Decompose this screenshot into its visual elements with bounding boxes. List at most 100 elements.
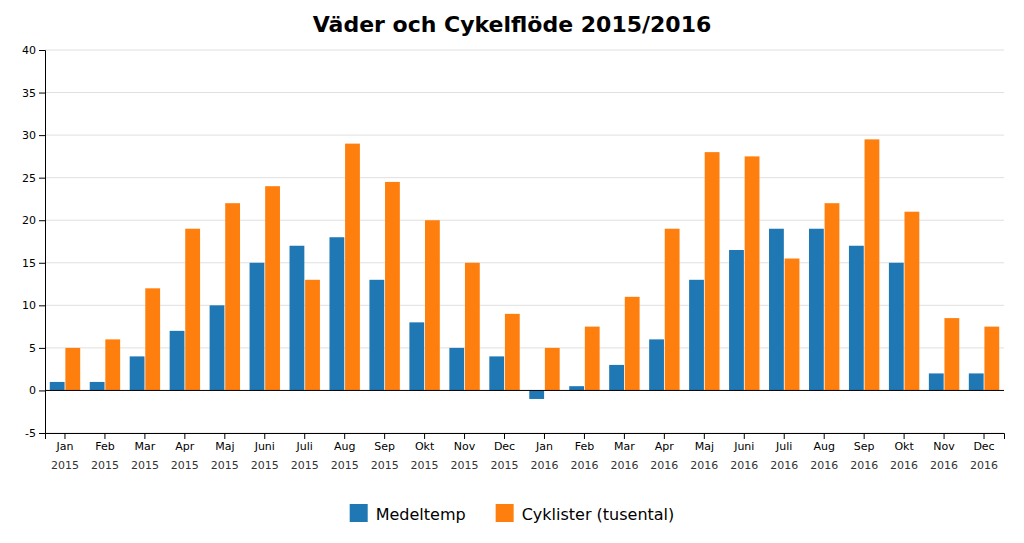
bar bbox=[305, 280, 320, 391]
bar bbox=[904, 212, 919, 391]
tick-label: Maj bbox=[215, 440, 234, 453]
tick-label: 10 bbox=[22, 299, 36, 312]
zero-line bbox=[45, 390, 1004, 391]
tick: Sep bbox=[854, 433, 875, 453]
tick-mark bbox=[504, 433, 505, 439]
tick: Juni bbox=[254, 433, 275, 453]
year-label: 2016 bbox=[850, 459, 878, 472]
tick: Jan bbox=[535, 433, 553, 453]
tick-label: 20 bbox=[22, 214, 36, 227]
tick-mark bbox=[184, 433, 185, 439]
tick-mark bbox=[39, 263, 45, 264]
tick-mark bbox=[224, 433, 225, 439]
tick: Feb bbox=[95, 433, 114, 453]
bar bbox=[809, 229, 824, 391]
tick-mark bbox=[39, 178, 45, 179]
grid bbox=[45, 50, 1004, 433]
tick-mark bbox=[944, 433, 945, 439]
bar bbox=[345, 144, 360, 391]
year-label: 2015 bbox=[251, 459, 279, 472]
tick-mark bbox=[304, 433, 305, 439]
tick-label: Dec bbox=[973, 440, 994, 453]
tick: Maj bbox=[695, 433, 714, 453]
bar bbox=[569, 386, 584, 390]
bar bbox=[785, 259, 800, 391]
tick: Maj bbox=[215, 433, 234, 453]
legend: MedeltempCyklister (tusental) bbox=[350, 504, 675, 524]
tick-label: 40 bbox=[22, 44, 36, 57]
bar bbox=[90, 382, 105, 391]
tick-mark bbox=[344, 433, 345, 439]
bar bbox=[465, 263, 480, 391]
bar bbox=[425, 220, 440, 390]
tick: Nov bbox=[933, 433, 955, 453]
tick: Aug bbox=[334, 433, 355, 453]
tick-label: Juli bbox=[296, 440, 313, 453]
tick: Juni bbox=[733, 433, 754, 453]
tick-label: Maj bbox=[695, 440, 714, 453]
tick: Dec bbox=[494, 433, 515, 453]
bar bbox=[865, 139, 880, 390]
tick-label: Juni bbox=[254, 440, 275, 453]
tick: Sep bbox=[374, 433, 395, 453]
grid-line bbox=[45, 50, 1004, 51]
tick-mark bbox=[624, 433, 625, 439]
bar bbox=[705, 152, 720, 390]
tick: Mar bbox=[135, 433, 156, 453]
tick-label: 30 bbox=[22, 129, 36, 142]
legend-label: Cyklister (tusental) bbox=[522, 505, 675, 524]
tick: 40 bbox=[22, 44, 45, 57]
tick: -5 bbox=[25, 427, 45, 440]
tick-label: Aug bbox=[334, 440, 355, 453]
year-label: 2016 bbox=[890, 459, 918, 472]
tick-label: Dec bbox=[494, 440, 515, 453]
bar bbox=[290, 246, 305, 391]
bar bbox=[265, 186, 280, 390]
tick-mark bbox=[39, 348, 45, 349]
bar bbox=[210, 305, 225, 390]
bar bbox=[825, 203, 840, 390]
tick-label: Feb bbox=[95, 440, 114, 453]
bar bbox=[329, 237, 344, 390]
tick: Nov bbox=[454, 433, 476, 453]
legend-swatch bbox=[350, 504, 368, 522]
bar bbox=[65, 348, 80, 391]
bar bbox=[984, 327, 999, 391]
bar bbox=[409, 322, 424, 390]
year-label: 2015 bbox=[51, 459, 79, 472]
tick: Feb bbox=[575, 433, 594, 453]
tick-mark bbox=[784, 433, 785, 439]
tick: Okt bbox=[894, 433, 914, 453]
tick: Juli bbox=[775, 433, 792, 453]
axis-line bbox=[39, 51, 46, 434]
bar bbox=[625, 297, 640, 391]
year-label: 2015 bbox=[91, 459, 119, 472]
bar bbox=[50, 382, 65, 391]
tick-label: Okt bbox=[894, 440, 914, 453]
tick-label: Jan bbox=[535, 440, 553, 453]
tick: 25 bbox=[22, 172, 45, 185]
year-label: 2015 bbox=[131, 459, 159, 472]
year-label: 2016 bbox=[650, 459, 678, 472]
bar bbox=[505, 314, 520, 391]
bar bbox=[489, 356, 504, 390]
tick-mark bbox=[64, 433, 65, 439]
tick-label: 35 bbox=[22, 87, 36, 100]
tick-mark bbox=[704, 433, 705, 439]
tick-label: 5 bbox=[29, 342, 36, 355]
tick-mark bbox=[39, 50, 45, 51]
grid-line bbox=[45, 135, 1004, 136]
chart: Väder och Cykelflöde 2015/2016JanFebMarA… bbox=[0, 0, 1024, 543]
tick-label: Juli bbox=[775, 440, 792, 453]
year-label: 2015 bbox=[291, 459, 319, 472]
tick-mark bbox=[424, 433, 425, 439]
year-label: 2015 bbox=[171, 459, 199, 472]
tick: Aug bbox=[813, 433, 834, 453]
bar bbox=[609, 365, 624, 391]
tick-mark bbox=[264, 433, 265, 439]
bar bbox=[849, 246, 864, 391]
bar bbox=[529, 390, 544, 399]
tick-label: Apr bbox=[655, 440, 675, 453]
tick-mark bbox=[39, 390, 45, 391]
grid-line bbox=[45, 390, 1004, 391]
